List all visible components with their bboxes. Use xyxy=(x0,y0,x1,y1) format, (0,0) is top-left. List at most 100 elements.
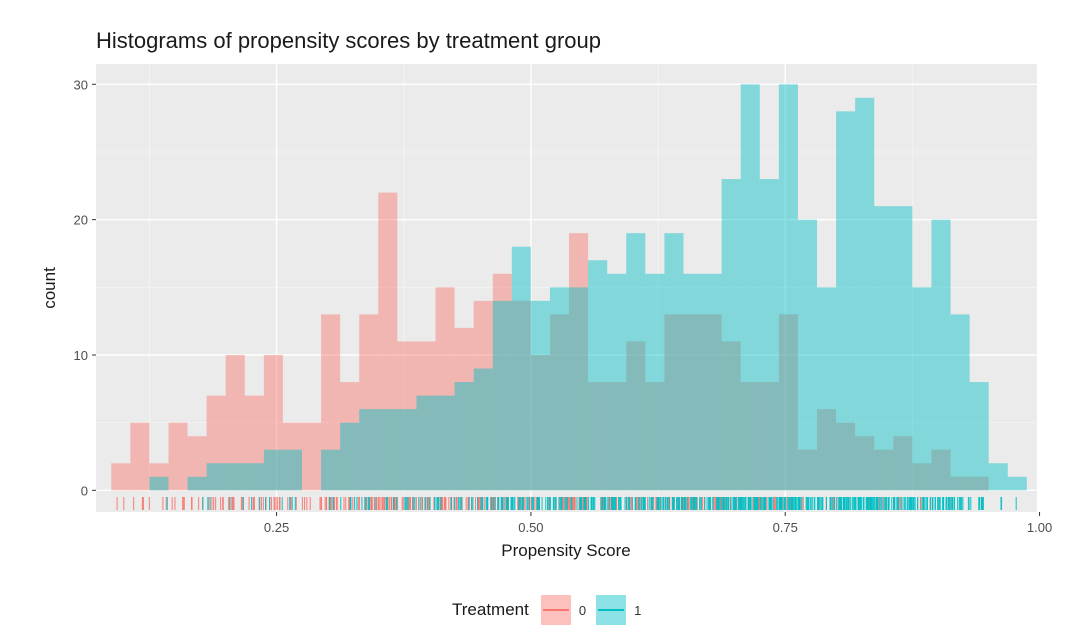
histogram-bar-1 xyxy=(569,287,589,491)
histogram-bar-0 xyxy=(797,449,818,491)
histogram-bar-0 xyxy=(645,382,665,491)
histogram-bar-0 xyxy=(130,422,150,491)
histogram-bar-0 xyxy=(778,314,798,491)
histogram-bar-1 xyxy=(340,422,360,491)
histogram-plot: 0.25 0.50 0.75 1.00 0 10 20 30 Propensity Scor… xyxy=(40,64,1052,560)
histogram-bar-1 xyxy=(740,84,760,491)
histogram-bar-0 xyxy=(569,233,589,491)
y-axis-title: count xyxy=(40,267,59,309)
histogram-bar-0 xyxy=(836,422,856,491)
histogram-bar-1 xyxy=(836,111,856,491)
histogram-bar-1 xyxy=(511,246,531,491)
histogram-bar-0 xyxy=(664,314,684,491)
y-tick-label: 10 xyxy=(74,348,88,363)
histogram-bar-0 xyxy=(874,449,894,491)
y-tick-label: 0 xyxy=(81,483,88,498)
histogram-bar-1 xyxy=(473,368,493,491)
histogram-bar-1 xyxy=(244,463,264,491)
histogram-bar-0 xyxy=(416,341,436,491)
histogram-bar-1 xyxy=(817,287,837,491)
histogram-bar-0 xyxy=(492,273,512,491)
histogram-bar-1 xyxy=(263,449,283,491)
histogram-bar-1 xyxy=(149,476,169,491)
histogram-bar-1 xyxy=(645,273,665,491)
histogram-bar-0 xyxy=(149,463,169,491)
histogram-bar-0 xyxy=(969,476,989,491)
x-axis-title: Propensity Score xyxy=(501,541,630,560)
histogram-bar-1 xyxy=(721,179,741,491)
histogram-bar-1 xyxy=(530,300,550,491)
histogram-bar-0 xyxy=(359,314,379,491)
histogram-bar-0 xyxy=(855,436,875,491)
histogram-bar-1 xyxy=(950,314,970,491)
histogram-bar-0 xyxy=(454,327,474,491)
histogram-bar-1 xyxy=(969,382,989,491)
histogram-bar-0 xyxy=(340,382,360,491)
major-gridlines xyxy=(96,64,1041,512)
histogram-bar-0 xyxy=(378,192,398,491)
x-tick-label: 0.50 xyxy=(518,520,543,535)
histogram-bar-0 xyxy=(702,314,722,491)
histogram-bar-0 xyxy=(168,422,188,491)
axis-ticks xyxy=(92,83,1041,516)
histogram-bar-0 xyxy=(473,300,493,491)
x-tick-label: 0.25 xyxy=(264,520,289,535)
legend-entry-1: 1 xyxy=(596,595,641,625)
histogram-bar-0 xyxy=(530,354,550,491)
histogram-bar-0 xyxy=(435,287,455,491)
plot-panel xyxy=(96,64,1037,512)
histogram-bar-0 xyxy=(511,300,531,491)
histogram-bar-0 xyxy=(912,463,932,491)
legend-key-1 xyxy=(596,595,627,625)
histogram-bar-1 xyxy=(874,206,894,491)
histogram-bar-1 xyxy=(912,287,932,491)
histogram-bar-0 xyxy=(187,436,207,491)
histogram-bar-1 xyxy=(893,206,913,491)
histogram-bar-0 xyxy=(263,354,283,491)
histogram-bar-1 xyxy=(378,409,398,491)
histogram-bar-1 xyxy=(607,273,627,491)
histogram-bar-0 xyxy=(397,341,417,491)
histogram-bar-1 xyxy=(435,395,455,491)
histogram-bar-0 xyxy=(626,341,646,491)
y-tick-labels: 0 10 20 30 xyxy=(74,77,88,498)
legend-key-0 xyxy=(540,595,571,625)
histogram-bar-1 xyxy=(416,395,436,491)
histogram-bar-1 xyxy=(359,409,379,491)
histogram-bar-1 xyxy=(778,84,798,491)
x-tick-labels: 0.25 0.50 0.75 1.00 xyxy=(264,520,1052,535)
histogram-bar-1 xyxy=(282,449,303,491)
x-tick-label: 0.75 xyxy=(773,520,798,535)
histogram-bar-0 xyxy=(607,382,627,491)
y-tick-label: 30 xyxy=(74,77,88,92)
histogram-bar-1 xyxy=(225,463,245,491)
histogram-bar-1 xyxy=(988,463,1008,491)
histogram-bar-1 xyxy=(549,287,570,491)
histogram-bar-0 xyxy=(225,354,245,491)
histogram-bar-0 xyxy=(950,476,970,491)
histogram-bar-1 xyxy=(187,476,207,491)
histogram-bar-0 xyxy=(321,314,341,491)
histogram-bar-1 xyxy=(797,219,818,491)
histogram-bar-0 xyxy=(893,436,913,491)
histogram-bar-1 xyxy=(683,273,703,491)
histogram-bar-1 xyxy=(454,382,474,491)
legend-title: Treatment xyxy=(452,600,529,619)
series-1-bars xyxy=(149,84,1027,491)
histogram-bar-0 xyxy=(282,422,303,491)
histogram-bar-0 xyxy=(817,409,837,491)
histogram-bar-0 xyxy=(549,314,570,491)
histogram-bar-1 xyxy=(664,233,684,491)
histogram-bar-0 xyxy=(206,395,226,491)
histogram-bar-1 xyxy=(759,179,779,491)
legend-entry-0: 0 xyxy=(540,595,586,625)
chart-title: Histograms of propensity scores by treat… xyxy=(96,28,602,53)
y-tick-label: 20 xyxy=(74,213,88,228)
rug-ticks xyxy=(116,497,1017,510)
histogram-bar-1 xyxy=(1007,476,1027,491)
histogram-bar-0 xyxy=(759,382,779,491)
series-0-bars xyxy=(111,192,989,491)
histogram-bar-1 xyxy=(702,273,722,491)
histogram-bar-1 xyxy=(626,233,646,491)
histogram-bar-1 xyxy=(397,409,417,491)
